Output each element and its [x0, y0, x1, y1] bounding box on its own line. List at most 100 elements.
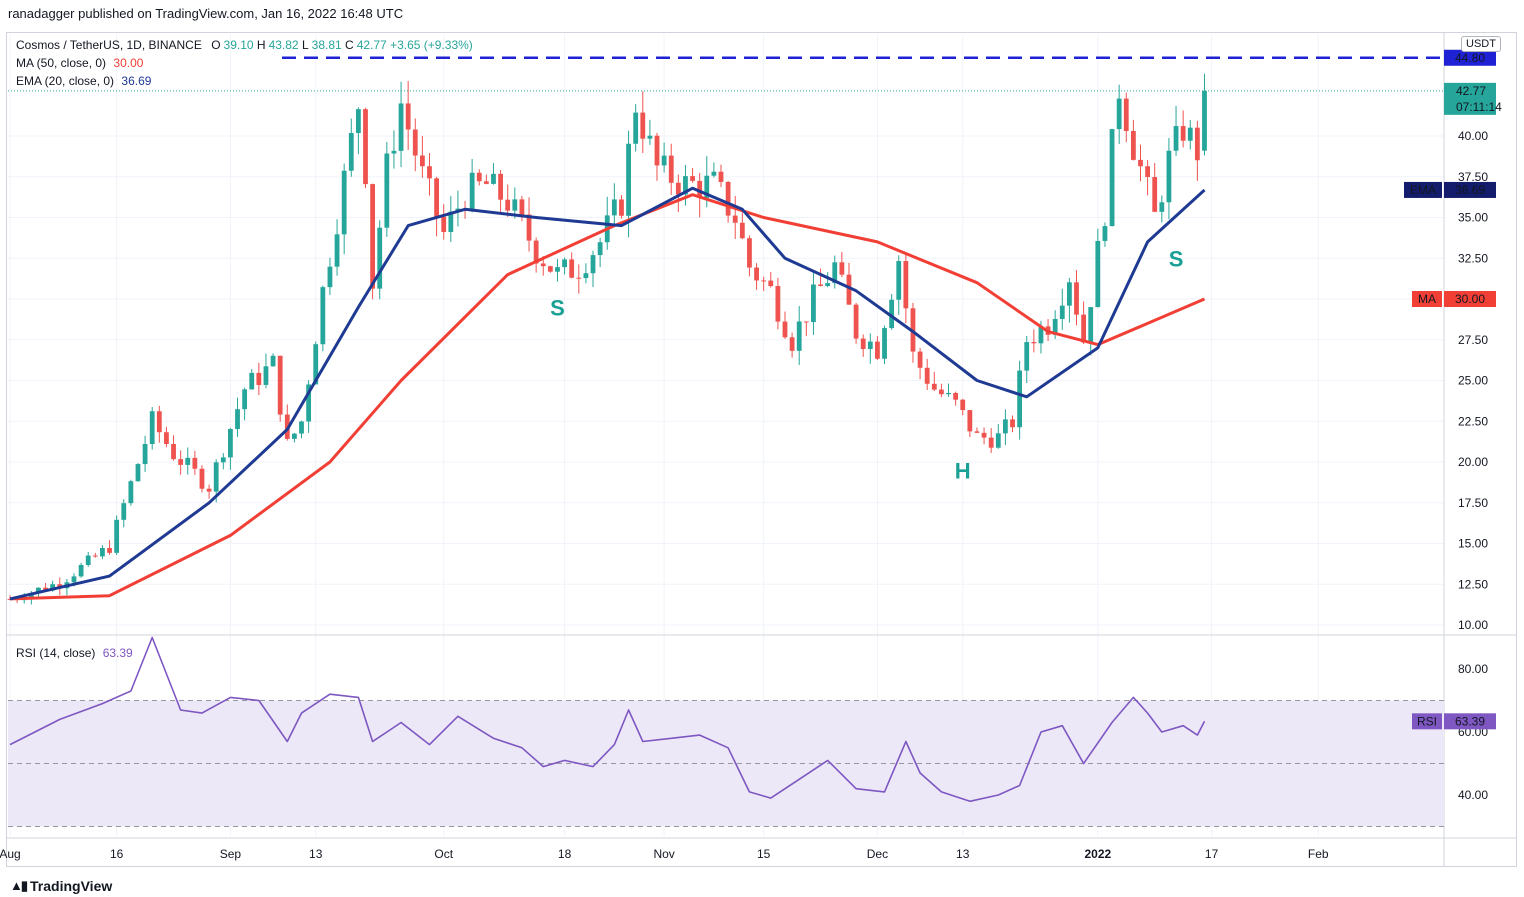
candle[interactable]	[953, 391, 959, 406]
ema20-line[interactable]	[9, 186, 1206, 601]
candle[interactable]	[377, 220, 383, 300]
candle[interactable]	[270, 353, 276, 367]
candle[interactable]	[398, 81, 404, 168]
candle[interactable]	[85, 552, 91, 567]
candle[interactable]	[228, 427, 233, 470]
candle[interactable]	[313, 341, 319, 385]
ma50-line[interactable]	[9, 193, 1206, 601]
candle[interactable]	[419, 135, 425, 178]
candle[interactable]	[427, 153, 432, 196]
candle[interactable]	[171, 435, 176, 461]
candle[interactable]	[498, 170, 503, 214]
candle[interactable]	[306, 380, 312, 433]
candle[interactable]	[455, 190, 461, 227]
candles[interactable]	[7, 73, 1207, 605]
candle[interactable]	[1173, 105, 1179, 156]
candle[interactable]	[320, 285, 326, 352]
chart-frame[interactable]	[6, 32, 1517, 867]
candle[interactable]	[1187, 119, 1193, 150]
candle[interactable]	[718, 164, 724, 188]
candle[interactable]	[860, 334, 866, 357]
candle[interactable]	[882, 325, 887, 365]
candle[interactable]	[334, 219, 340, 276]
candle[interactable]	[483, 174, 489, 185]
candle[interactable]	[220, 453, 226, 470]
candle[interactable]	[412, 118, 418, 172]
candle[interactable]	[121, 499, 127, 528]
candle[interactable]	[889, 294, 895, 330]
candle[interactable]	[1088, 306, 1094, 356]
candle[interactable]	[1017, 360, 1023, 440]
candle[interactable]	[768, 272, 774, 288]
candle[interactable]	[505, 184, 511, 217]
candle[interactable]	[654, 132, 660, 181]
candle[interactable]	[405, 81, 411, 150]
candle[interactable]	[1130, 119, 1136, 161]
candle[interactable]	[242, 387, 248, 421]
candle[interactable]	[789, 332, 795, 358]
candle[interactable]	[690, 167, 695, 183]
candle[interactable]	[142, 435, 148, 472]
candle[interactable]	[967, 410, 973, 438]
candle[interactable]	[1081, 301, 1087, 345]
candle[interactable]	[981, 427, 987, 445]
candle[interactable]	[327, 257, 333, 295]
candle[interactable]	[547, 265, 553, 273]
candle[interactable]	[1024, 336, 1030, 383]
candle[interactable]	[782, 311, 788, 339]
candle[interactable]	[1059, 288, 1065, 330]
candle[interactable]	[647, 119, 653, 145]
candle[interactable]	[299, 420, 304, 439]
candle[interactable]	[164, 426, 169, 448]
tradingview-logo[interactable]: ▲▮ TradingView	[10, 878, 112, 894]
candle[interactable]	[896, 255, 902, 315]
candle[interactable]	[732, 196, 738, 240]
rsi-line[interactable]	[9, 636, 1206, 803]
rsi-legend[interactable]: RSI (14, close) 63.39	[16, 646, 133, 660]
candle[interactable]	[995, 423, 1001, 449]
candle[interactable]	[284, 404, 290, 441]
candle[interactable]	[92, 552, 98, 558]
candle[interactable]	[128, 479, 134, 506]
candle[interactable]	[903, 252, 909, 324]
candle[interactable]	[363, 107, 368, 189]
candle[interactable]	[747, 235, 752, 277]
candle[interactable]	[796, 305, 802, 365]
candle[interactable]	[391, 130, 397, 169]
candle[interactable]	[931, 371, 937, 392]
candle[interactable]	[988, 427, 994, 453]
candle[interactable]	[1202, 73, 1207, 156]
candle[interactable]	[761, 276, 767, 291]
candle[interactable]	[441, 204, 447, 240]
candle[interactable]	[1138, 144, 1143, 182]
candle[interactable]	[156, 405, 162, 443]
candle[interactable]	[1003, 409, 1008, 446]
candle[interactable]	[675, 174, 681, 213]
candle[interactable]	[277, 355, 283, 422]
candle[interactable]	[135, 463, 141, 482]
candle[interactable]	[1116, 84, 1122, 145]
candle[interactable]	[1166, 137, 1172, 220]
candle[interactable]	[249, 369, 255, 390]
candle[interactable]	[192, 450, 198, 475]
candle[interactable]	[576, 264, 582, 294]
candle[interactable]	[476, 169, 482, 186]
candle[interactable]	[661, 142, 667, 173]
candle[interactable]	[867, 333, 873, 364]
candle[interactable]	[199, 465, 205, 493]
candle[interactable]	[1102, 222, 1108, 247]
candle[interactable]	[583, 263, 589, 284]
candle[interactable]	[384, 142, 390, 237]
candle[interactable]	[924, 358, 930, 390]
candle[interactable]	[1123, 92, 1129, 143]
candle[interactable]	[832, 255, 838, 289]
candle[interactable]	[754, 263, 759, 290]
candle[interactable]	[619, 195, 624, 219]
candle[interactable]	[348, 118, 354, 177]
candle[interactable]	[818, 268, 823, 287]
candle[interactable]	[1074, 270, 1079, 326]
candle[interactable]	[974, 427, 980, 434]
candle[interactable]	[590, 250, 596, 288]
candle[interactable]	[825, 272, 831, 288]
